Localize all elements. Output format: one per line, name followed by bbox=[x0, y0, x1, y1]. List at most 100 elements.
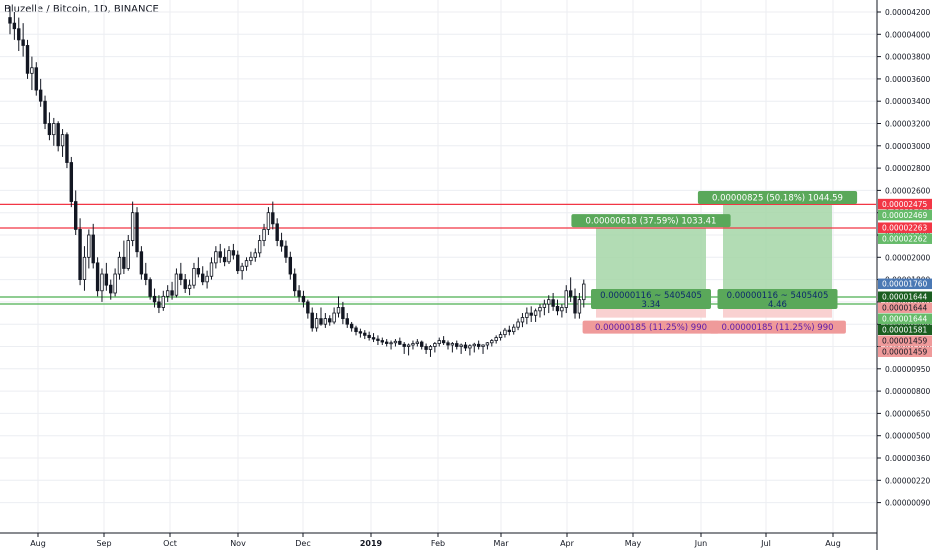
candle-body bbox=[332, 312, 336, 323]
candle-body bbox=[542, 303, 547, 308]
price-badge-bg bbox=[878, 324, 932, 335]
candle-body bbox=[113, 273, 117, 294]
entry-label-bg bbox=[591, 288, 711, 309]
price-badge-label: 0.00002469 bbox=[882, 211, 928, 220]
x-tick-label: Feb bbox=[431, 539, 445, 548]
candle bbox=[433, 342, 437, 353]
candle bbox=[148, 277, 152, 300]
candle bbox=[328, 315, 332, 326]
x-tick-label: Dec bbox=[295, 539, 310, 548]
candle-body bbox=[69, 162, 74, 202]
candle-body bbox=[411, 343, 415, 346]
stop-label-bg bbox=[582, 320, 720, 334]
candle-body bbox=[8, 17, 12, 24]
candle bbox=[249, 251, 253, 266]
candle bbox=[520, 313, 525, 328]
candle bbox=[21, 23, 25, 57]
candle-body bbox=[354, 327, 358, 333]
y-tick-label: 0.00003600 bbox=[885, 75, 931, 84]
x-tick-label: May bbox=[625, 539, 642, 548]
price-badge-bg bbox=[878, 346, 932, 357]
candle bbox=[450, 342, 455, 353]
candle-body bbox=[398, 340, 402, 345]
candle-body bbox=[82, 256, 87, 280]
candle-body bbox=[157, 301, 161, 308]
price-badge-label: 0.00001644 bbox=[882, 292, 928, 301]
candle-body bbox=[349, 323, 354, 329]
candle bbox=[201, 266, 205, 286]
price-badge: 0.00001581 bbox=[878, 324, 932, 335]
candle-body bbox=[297, 290, 301, 297]
candle-body bbox=[91, 234, 95, 264]
x-tick-label: Jun bbox=[694, 539, 708, 548]
candle bbox=[529, 306, 533, 322]
candle bbox=[157, 295, 161, 314]
candle bbox=[512, 324, 516, 335]
candle bbox=[109, 279, 113, 300]
candle bbox=[402, 342, 406, 354]
candle bbox=[262, 223, 266, 247]
candle bbox=[240, 262, 244, 280]
candle-body bbox=[538, 307, 542, 312]
candle-body bbox=[262, 229, 266, 241]
candle-body bbox=[148, 279, 152, 297]
candle bbox=[428, 345, 433, 357]
target-label: 0.00000825 (50.18%) 1044.59 bbox=[712, 194, 843, 204]
candle bbox=[319, 307, 323, 326]
candle-body bbox=[459, 344, 463, 347]
candle-body bbox=[450, 343, 455, 346]
candle-body bbox=[52, 123, 56, 136]
candle bbox=[494, 335, 498, 344]
candle bbox=[222, 248, 227, 267]
candle-body bbox=[406, 344, 411, 347]
candle bbox=[179, 262, 183, 286]
candle-body bbox=[170, 290, 174, 296]
candle bbox=[266, 207, 271, 235]
candle bbox=[301, 290, 306, 308]
candle-body bbox=[376, 338, 380, 341]
candle-body bbox=[284, 245, 288, 258]
candle bbox=[490, 339, 494, 347]
price-badge: 0.00001644 bbox=[878, 313, 932, 324]
candle bbox=[82, 246, 87, 291]
candle-body bbox=[249, 256, 253, 262]
candle-body bbox=[218, 251, 222, 258]
candle-body bbox=[130, 212, 135, 241]
candle bbox=[367, 331, 371, 341]
x-tick-label: Oct bbox=[163, 539, 177, 548]
candle bbox=[538, 304, 542, 318]
price-badge-label: 0.00001581 bbox=[882, 325, 928, 334]
candle-body bbox=[266, 212, 271, 230]
candle bbox=[214, 246, 218, 269]
candle bbox=[468, 344, 472, 356]
candle bbox=[363, 330, 367, 340]
candle-body bbox=[358, 331, 363, 334]
y-tick-label: 0.00002800 bbox=[885, 164, 931, 173]
candle-body bbox=[231, 250, 236, 256]
candle bbox=[349, 321, 354, 332]
y-tick-label: 0.00002600 bbox=[885, 186, 931, 195]
candle-body bbox=[306, 301, 310, 314]
candle-body bbox=[205, 275, 209, 283]
candle bbox=[152, 288, 157, 308]
candle-body bbox=[74, 201, 78, 230]
price-badge-bg bbox=[878, 198, 932, 210]
candle bbox=[30, 56, 34, 91]
x-tick-label: Aug bbox=[825, 539, 841, 548]
candle bbox=[78, 218, 82, 286]
candle bbox=[306, 299, 310, 319]
candle-body bbox=[183, 279, 187, 289]
candle bbox=[38, 78, 43, 107]
candle bbox=[275, 218, 279, 247]
axis-badges: 0.00002475 0.00002469 0.00002263 0.00002262… bbox=[878, 198, 932, 357]
candle-body bbox=[323, 318, 328, 325]
y-tick-label: 0.00000220 bbox=[885, 476, 931, 485]
price-badge-bg bbox=[878, 278, 932, 290]
candle bbox=[12, 12, 17, 40]
price-badge-label: 0.00001459 bbox=[882, 336, 928, 345]
candle-body bbox=[363, 332, 367, 336]
candle-body bbox=[139, 251, 144, 275]
candle bbox=[52, 117, 56, 146]
candle-body bbox=[428, 346, 433, 350]
